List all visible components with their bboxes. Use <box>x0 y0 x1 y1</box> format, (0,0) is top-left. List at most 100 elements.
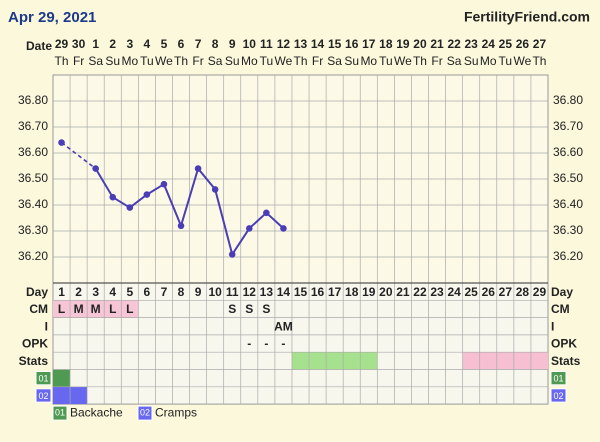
date-number: 7 <box>195 37 202 51</box>
symptom-code: 02 <box>38 391 48 401</box>
row-cell: 14 <box>277 285 291 299</box>
weekday: Su <box>225 54 240 68</box>
y-tick-label-right: 36.20 <box>553 249 583 263</box>
row-cell: - <box>247 337 251 351</box>
temperature-point <box>126 204 134 211</box>
temperature-point <box>228 251 236 258</box>
row-cell: 22 <box>413 285 427 299</box>
row-label-right: I <box>551 319 554 333</box>
y-tick-label: 36.60 <box>18 145 48 159</box>
row-cell: 28 <box>516 285 530 299</box>
row-label: CM <box>29 302 48 316</box>
temperature-point <box>160 180 168 188</box>
temperature-point <box>194 165 202 172</box>
symptom-code-right: 01 <box>553 374 563 384</box>
row-cell: 15 <box>294 285 308 299</box>
y-tick-label: 36.40 <box>18 197 48 211</box>
row-label: Stats <box>19 354 49 368</box>
row-cell: 23 <box>430 285 444 299</box>
row-highlight <box>121 300 139 318</box>
y-tick-label: 36.30 <box>18 223 48 237</box>
row-cell: AM <box>274 319 293 333</box>
weekday: Th <box>532 54 546 68</box>
row-cell: S <box>228 302 236 316</box>
weekday: Mo <box>480 54 497 68</box>
date-number: 21 <box>430 37 444 51</box>
date-number: 2 <box>109 37 116 51</box>
row-cell: 1 <box>58 285 65 299</box>
legend-code: 02 <box>140 407 150 417</box>
temperature-point <box>263 209 270 217</box>
row-cell: 18 <box>345 285 359 299</box>
row-cell: S <box>245 302 253 316</box>
chart-date: Apr 29, 2021 <box>8 9 96 26</box>
row-cell: 16 <box>311 285 325 299</box>
row-highlight <box>479 352 497 370</box>
row-highlight <box>53 300 71 318</box>
temperature-point <box>143 191 151 198</box>
weekday: Tu <box>140 54 154 68</box>
temperature-point <box>109 193 117 201</box>
row-highlight <box>87 300 105 318</box>
date-number: 24 <box>482 37 496 51</box>
row-highlight <box>513 352 531 370</box>
date-number: 14 <box>311 37 325 51</box>
row-cell: 17 <box>328 285 342 299</box>
date-number: 23 <box>465 37 479 51</box>
row-label-right: CM <box>551 302 570 316</box>
y-tick-label: 36.20 <box>18 249 48 263</box>
weekday: Sa <box>327 54 342 68</box>
weekday: Th <box>293 54 307 68</box>
site-name: FertilityFriend.com <box>464 9 590 25</box>
symptom-cell <box>53 386 71 405</box>
date-number: 20 <box>413 37 427 51</box>
weekday: Su <box>344 54 359 68</box>
row-cell: 26 <box>482 285 496 299</box>
row-highlight <box>326 352 344 370</box>
date-number: 18 <box>379 37 393 51</box>
date-number: 29 <box>55 37 69 51</box>
symptom-cell <box>53 369 71 387</box>
weekday: Th <box>413 54 427 68</box>
y-tick-label-right: 36.30 <box>553 223 583 237</box>
weekday: Su <box>464 54 479 68</box>
row-cell: 20 <box>379 285 393 299</box>
date-number: 16 <box>345 37 359 51</box>
weekday: We <box>394 54 412 68</box>
weekday: We <box>155 54 173 68</box>
date-number: 17 <box>362 37 376 51</box>
row-highlight <box>291 352 310 370</box>
row-cell: - <box>264 337 268 351</box>
y-tick-label: 36.50 <box>18 171 48 185</box>
row-cell: 25 <box>465 285 479 299</box>
y-tick-label: 36.70 <box>18 119 48 133</box>
y-tick-label-right: 36.80 <box>553 93 583 107</box>
weekday: Su <box>105 54 120 68</box>
weekday: Th <box>174 54 188 68</box>
weekday: Tu <box>499 54 513 68</box>
legend-badge <box>52 405 68 421</box>
row-label: I <box>45 319 48 333</box>
date-number: 27 <box>533 37 547 51</box>
row-label: Day <box>26 285 48 299</box>
gap-connector <box>61 141 97 170</box>
y-tick-label-right: 36.40 <box>553 197 583 211</box>
temperature-point <box>211 186 219 193</box>
row-cell: 13 <box>260 285 274 299</box>
date-number: 22 <box>447 37 461 51</box>
weekday: Sa <box>88 54 103 68</box>
symptom-code-right-badge <box>550 371 567 386</box>
row-highlight <box>104 300 122 318</box>
row-cell: 8 <box>178 285 185 299</box>
date-number: 5 <box>161 37 168 51</box>
weekday: Sa <box>447 54 462 68</box>
row-cell: - <box>281 337 285 351</box>
row-label-right: Stats <box>551 354 581 368</box>
temperature-point <box>92 165 99 172</box>
temperature-point <box>58 139 65 146</box>
row-cell: 12 <box>243 285 257 299</box>
date-number: 15 <box>328 37 342 51</box>
row-cell: 11 <box>226 285 239 299</box>
date-number: 4 <box>144 37 151 51</box>
